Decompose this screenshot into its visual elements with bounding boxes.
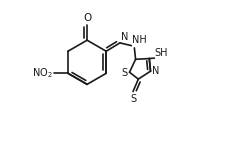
Text: NH: NH [132, 35, 147, 45]
Text: S: S [130, 94, 136, 104]
Text: NO$_2$: NO$_2$ [33, 66, 53, 80]
Text: N: N [152, 66, 159, 76]
Text: S: S [121, 68, 128, 78]
Text: SH: SH [154, 48, 168, 58]
Text: O: O [83, 13, 91, 23]
Text: N: N [120, 32, 128, 42]
